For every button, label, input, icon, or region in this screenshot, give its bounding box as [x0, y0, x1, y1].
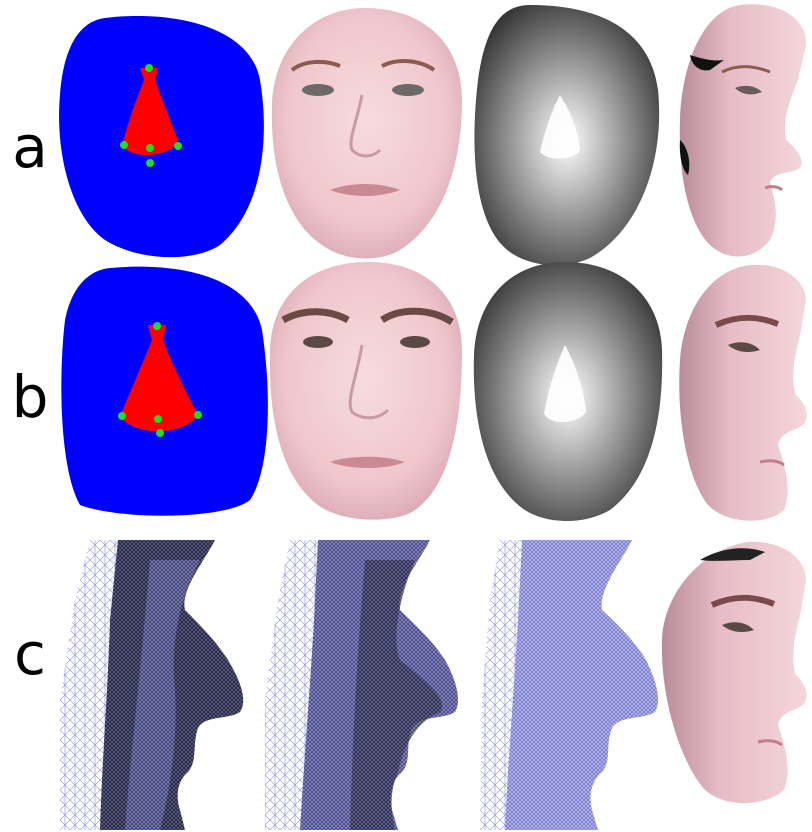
mouth	[330, 456, 405, 468]
hair-edge	[700, 548, 765, 561]
face-texture-b	[269, 262, 462, 520]
profile-panel-c	[661, 541, 807, 804]
eye	[302, 84, 334, 96]
nose	[348, 344, 390, 420]
depth-nose-highlight	[540, 95, 580, 159]
eyebrow	[380, 307, 454, 326]
landmark-point	[154, 415, 162, 423]
mouth	[757, 739, 783, 747]
mouth	[330, 184, 400, 196]
eye	[400, 336, 430, 348]
nose	[349, 94, 382, 158]
eye	[392, 84, 424, 96]
profile-render-a	[679, 4, 807, 257]
landmark-point	[146, 159, 154, 167]
eyebrow	[290, 59, 341, 72]
eye	[303, 336, 333, 348]
texture-panel-a	[271, 8, 462, 259]
landmark-point	[174, 142, 182, 150]
mesh-profile-dark	[350, 560, 443, 830]
mouth	[764, 185, 784, 192]
mesh-panel-c2	[265, 540, 459, 830]
depth-nose-highlight	[544, 345, 586, 423]
landmark-point	[153, 322, 161, 330]
hair-edge	[690, 55, 724, 71]
mesh-profile-light	[505, 540, 659, 830]
mesh-panel-c3	[480, 540, 659, 830]
eyebrow	[714, 314, 780, 328]
eyebrow	[721, 65, 771, 74]
profile-panel-a	[679, 4, 807, 257]
eye	[735, 85, 762, 95]
mesh-panel-c1	[60, 540, 244, 830]
depth-panel-b	[473, 262, 663, 522]
row-label-a: a	[12, 113, 48, 181]
mouth	[759, 459, 785, 467]
eyebrow	[710, 594, 776, 608]
mesh-back-layer	[480, 540, 525, 830]
mesh-profile-light	[125, 560, 200, 830]
landmark-point	[118, 412, 126, 420]
hair-edge	[679, 140, 690, 175]
eyebrow	[381, 59, 436, 72]
eye	[722, 622, 754, 633]
row-label-c: c	[14, 620, 46, 688]
profile-render-c	[661, 541, 807, 804]
landmark-point	[194, 411, 202, 419]
landmark-point	[156, 429, 164, 437]
landmark-point	[146, 144, 154, 152]
landmark-point	[145, 64, 153, 72]
nose-region-a	[122, 68, 178, 156]
face-texture-a	[271, 8, 462, 259]
mask-panel-b	[61, 266, 268, 516]
landmark-point	[120, 141, 128, 149]
nose-region-b	[120, 325, 198, 432]
depth-panel-a	[474, 5, 660, 266]
eyebrow	[281, 308, 350, 324]
mask-panel-a	[59, 15, 264, 258]
profile-render-b	[679, 264, 807, 521]
profile-panel-b	[679, 264, 807, 521]
eye	[728, 342, 760, 353]
texture-panel-b	[269, 262, 462, 520]
row-label-b: b	[11, 363, 49, 431]
